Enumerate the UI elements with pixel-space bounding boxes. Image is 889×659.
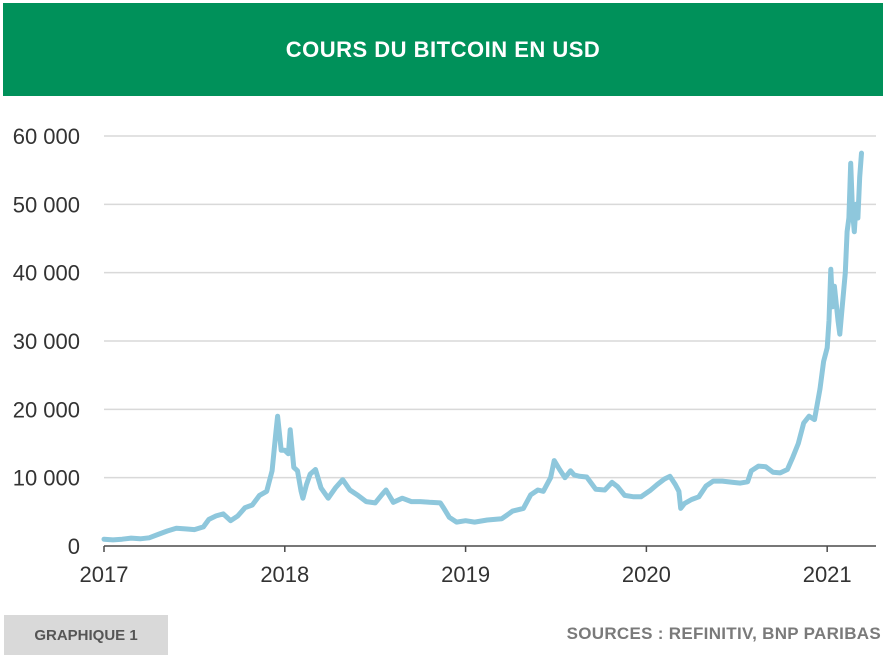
x-axis-ticks: 2017 2018 2019 2020 2021 xyxy=(80,546,852,587)
y-tick-label: 40 000 xyxy=(13,261,80,286)
chart-title: COURS DU BITCOIN EN USD xyxy=(285,36,601,62)
y-tick-label: 20 000 xyxy=(13,397,80,422)
series-line-0 xyxy=(101,150,864,543)
chart-header: COURS DU BITCOIN EN USD xyxy=(3,3,883,96)
series-layer xyxy=(101,150,864,543)
x-tick-label: 2017 xyxy=(80,562,129,587)
figure-badge-label: GRAPHIQUE 1 xyxy=(34,626,138,644)
y-tick-label: 0 xyxy=(68,534,80,559)
x-tick-label: 2020 xyxy=(622,562,671,587)
x-tick-label: 2018 xyxy=(260,562,309,587)
bitcoin-price-chart: 0 10 000 20 000 30 000 40 000 50 000 60 000 20… xyxy=(13,124,876,587)
grid-lines xyxy=(104,135,876,479)
y-tick-label: 30 000 xyxy=(13,329,80,354)
y-tick-label: 50 000 xyxy=(13,192,80,217)
x-tick-label: 2019 xyxy=(441,562,490,587)
figure-badge: GRAPHIQUE 1 xyxy=(4,615,168,655)
y-tick-label: 10 000 xyxy=(13,466,80,491)
y-tick-label: 60 000 xyxy=(13,124,80,149)
y-axis-ticks: 0 10 000 20 000 30 000 40 000 50 000 60 000 xyxy=(13,124,80,559)
sources-note: SOURCES : REFINITIV, BNP PARIBAS xyxy=(566,624,881,643)
x-tick-label: 2021 xyxy=(803,562,852,587)
